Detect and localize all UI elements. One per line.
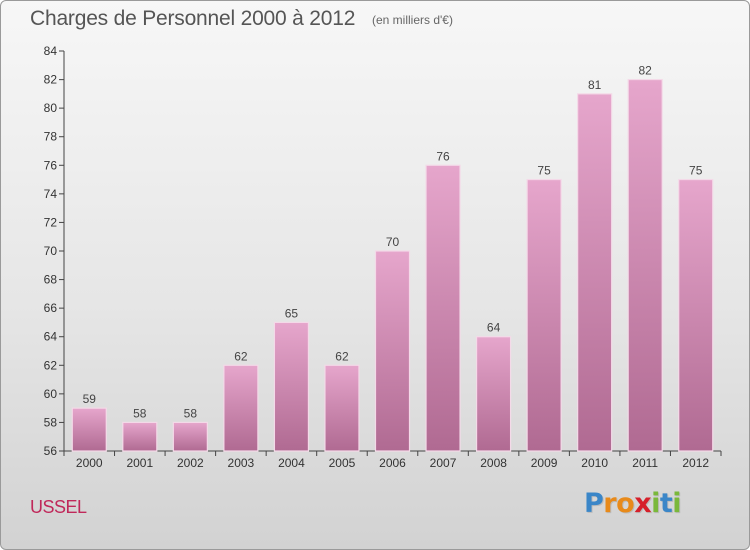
x-tick-label: 2010 bbox=[581, 456, 608, 470]
y-tick-label: 74 bbox=[44, 187, 58, 201]
y-tick-label: 80 bbox=[44, 101, 58, 115]
logo-letter: o bbox=[616, 488, 635, 519]
y-tick-label: 78 bbox=[44, 130, 58, 144]
chart-title: Charges de Personnel 2000 à 2012 bbox=[30, 7, 356, 30]
bars bbox=[71, 78, 714, 452]
logo-letter: r bbox=[603, 488, 617, 519]
data-label: 76 bbox=[436, 149, 450, 163]
x-tick-label: 2005 bbox=[329, 456, 356, 470]
x-tick-label: 2007 bbox=[430, 456, 457, 470]
y-tick-label: 66 bbox=[44, 301, 58, 315]
data-label: 58 bbox=[184, 406, 198, 420]
chart-subtitle: (en milliers d'€) bbox=[372, 13, 453, 27]
x-tick-label: 2002 bbox=[177, 456, 204, 470]
y-tick-label: 60 bbox=[44, 387, 58, 401]
data-label: 70 bbox=[386, 235, 400, 249]
y-tick-label: 58 bbox=[44, 415, 58, 429]
x-tick-label: 2008 bbox=[480, 456, 507, 470]
data-label: 62 bbox=[234, 349, 248, 363]
bar bbox=[627, 78, 663, 452]
bar bbox=[374, 250, 411, 452]
x-tick-label: 2001 bbox=[126, 456, 153, 470]
bar bbox=[71, 407, 107, 452]
bar bbox=[324, 364, 360, 452]
bar bbox=[273, 321, 310, 452]
x-tick-label: 2006 bbox=[379, 456, 406, 470]
y-tick-label: 56 bbox=[44, 444, 58, 458]
y-tick-label: 70 bbox=[44, 244, 58, 258]
bar bbox=[577, 93, 613, 452]
x-tick-label: 2009 bbox=[531, 456, 558, 470]
bar bbox=[526, 178, 562, 452]
data-labels: 59 58 58 62 65 62 70 76 64 75 81 82 75 bbox=[83, 64, 703, 421]
y-tick-label: 82 bbox=[44, 73, 58, 87]
data-label: 75 bbox=[537, 164, 551, 178]
bar bbox=[122, 421, 158, 452]
y-tick-label: 84 bbox=[44, 44, 58, 58]
bar bbox=[475, 336, 512, 452]
y-tick-label: 72 bbox=[44, 215, 58, 229]
data-label: 81 bbox=[588, 78, 602, 92]
data-label: 65 bbox=[285, 306, 299, 320]
y-tick-label: 62 bbox=[44, 358, 58, 372]
x-tick-label: 2012 bbox=[682, 456, 709, 470]
x-tick-label: 2011 bbox=[632, 456, 658, 470]
x-tick-label: 2000 bbox=[76, 456, 103, 470]
logo-letter: i bbox=[651, 488, 660, 519]
y-tick-label: 76 bbox=[44, 158, 58, 172]
x-tick-label: 2004 bbox=[278, 456, 305, 470]
logo-letter: i bbox=[672, 488, 682, 519]
data-label: 82 bbox=[639, 64, 653, 78]
y-tick-label: 68 bbox=[44, 273, 58, 287]
data-label: 75 bbox=[689, 164, 703, 178]
y-tick-label: 64 bbox=[44, 330, 58, 344]
logo-letter: P bbox=[584, 488, 604, 519]
data-label: 62 bbox=[335, 349, 349, 363]
logo-letter: t bbox=[659, 488, 673, 519]
bar bbox=[172, 421, 208, 452]
bar bbox=[223, 364, 259, 452]
x-tick-label: 2003 bbox=[228, 456, 255, 470]
proxiti-logo[interactable]: Proxiti bbox=[584, 488, 682, 519]
data-label: 58 bbox=[133, 406, 147, 420]
logo-letter: x bbox=[634, 488, 652, 519]
bar bbox=[425, 164, 461, 452]
data-label: 64 bbox=[487, 321, 501, 335]
data-label: 59 bbox=[83, 392, 97, 406]
bar bbox=[678, 178, 714, 452]
place-name: USSEL bbox=[30, 497, 87, 517]
